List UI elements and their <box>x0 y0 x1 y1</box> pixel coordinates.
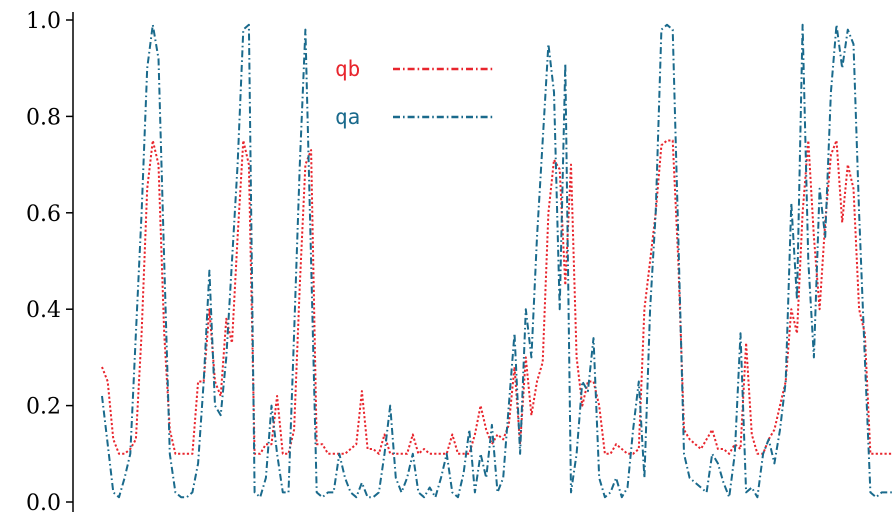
y-tick-label: 0.0 <box>26 491 61 512</box>
y-tick-label: 1.0 <box>26 9 61 34</box>
legend-label-qa: qa <box>335 105 360 129</box>
y-tick-label: 0.4 <box>26 298 61 323</box>
plot-lines <box>101 23 893 499</box>
y-tick-label: 0.2 <box>26 395 61 420</box>
y-tick-label: 0.6 <box>26 202 61 227</box>
legend: qb qa <box>335 57 493 129</box>
series-line-qa <box>101 23 893 499</box>
legend-label-qb: qb <box>335 57 360 81</box>
y-axis: 0.0 0.2 0.4 0.6 0.8 1.0 <box>26 9 74 512</box>
y-tick-label: 0.8 <box>26 105 61 130</box>
